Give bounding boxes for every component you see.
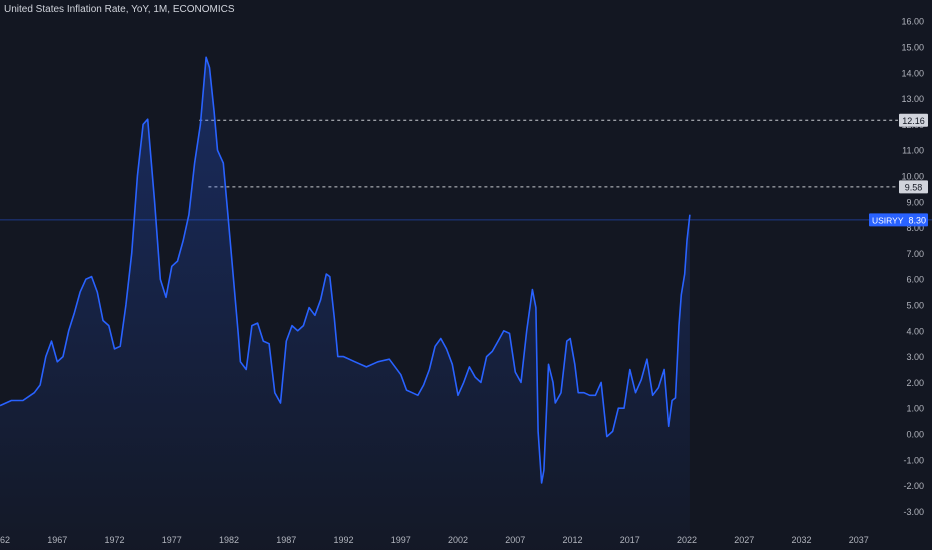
y-tick-label: 16.00: [901, 17, 924, 27]
y-tick-label: -3.00: [903, 507, 924, 517]
x-tick-label: 1997: [391, 535, 411, 545]
last-value-symbol: USIRYY: [872, 215, 904, 225]
x-tick-label: 2002: [448, 535, 468, 545]
y-tick-label: 8.00: [906, 223, 924, 233]
reference-label-box: [899, 180, 928, 194]
y-tick-label: -1.00: [903, 455, 924, 465]
series-line: [0, 56, 691, 484]
y-tick-label: -2.00: [903, 481, 924, 491]
y-tick-label: 9.00: [906, 197, 924, 207]
y-tick-label: 10.00: [901, 172, 924, 182]
y-tick-label: 14.00: [901, 68, 924, 78]
y-tick-label: 7.00: [906, 249, 924, 259]
y-tick-label: 11.00: [902, 146, 924, 156]
y-tick-label: 13.00: [901, 94, 924, 104]
y-tick-label: 1.00: [906, 404, 924, 414]
y-tick-label: 6.00: [906, 275, 924, 285]
x-tick-label: 1982: [219, 535, 239, 545]
x-tick-label: 1972: [104, 535, 124, 545]
reference-label: 9.58: [905, 182, 923, 192]
x-tick-label: 1967: [47, 535, 67, 545]
x-tick-label: 2012: [562, 535, 582, 545]
last-value-tag: [869, 213, 928, 227]
x-tick-label: 2022: [677, 535, 697, 545]
y-tick-label: 0.00: [906, 430, 924, 440]
y-tick-label: 15.00: [901, 43, 924, 53]
x-tick-label: 2007: [505, 535, 525, 545]
chart-title: United States Inflation Rate, YoY, 1M, E…: [4, 4, 235, 15]
y-tick-label: 3.00: [906, 352, 924, 362]
x-tick-label: 1987: [276, 535, 296, 545]
y-tick-label: 5.00: [906, 301, 924, 311]
y-tick-label: 2.00: [906, 378, 924, 388]
x-tick-label: 2037: [849, 535, 869, 545]
y-tick-label: 4.00: [906, 326, 924, 336]
series-area: [0, 57, 690, 550]
x-tick-label: 2017: [620, 535, 640, 545]
reference-label: 12.16: [902, 116, 925, 126]
x-tick-label: 1992: [333, 535, 353, 545]
last-value-text: 8.30: [908, 215, 926, 225]
reference-label-box: [899, 113, 928, 127]
x-tick-label: 2027: [734, 535, 754, 545]
x-tick-label: 1977: [162, 535, 182, 545]
x-tick-label: 1962: [0, 535, 10, 545]
x-tick-label: 2032: [791, 535, 811, 545]
